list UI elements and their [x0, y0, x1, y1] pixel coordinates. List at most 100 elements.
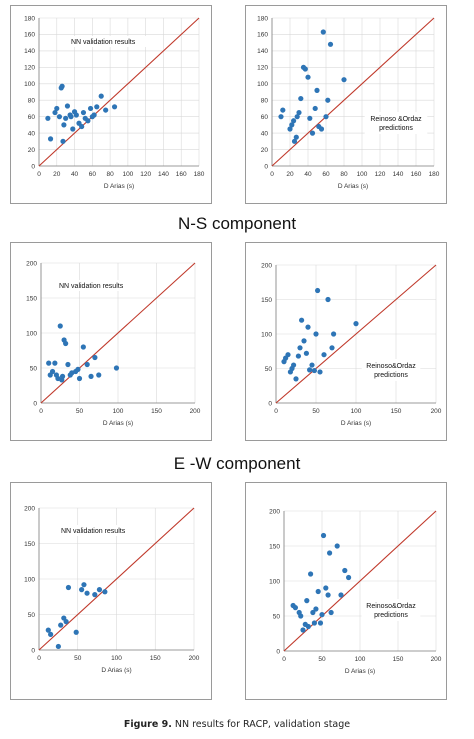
data-point — [289, 122, 295, 128]
data-point — [65, 361, 71, 368]
y-tick-label: 100 — [24, 81, 35, 88]
data-point — [92, 354, 98, 361]
y-tick-label: 0 — [33, 400, 37, 407]
x-axis-label: D Arias (s) — [104, 183, 134, 190]
data-point — [285, 352, 291, 358]
x-tick-label: 180 — [429, 171, 440, 178]
data-point — [73, 112, 79, 118]
y-tick-label: 20 — [28, 147, 36, 154]
data-point — [79, 587, 85, 593]
data-point — [63, 115, 69, 121]
annotation-box — [56, 280, 144, 291]
data-point — [317, 620, 324, 626]
data-point — [300, 627, 306, 633]
x-tick-label: 50 — [318, 656, 326, 663]
x-tick-label: 40 — [304, 171, 312, 178]
data-point — [313, 331, 319, 337]
annotation-text-line2: predictions — [374, 612, 408, 619]
data-point — [305, 74, 311, 80]
annotation-text-line1: Reinoso&Ordaz — [366, 603, 416, 610]
x-axis-label: D Arias (s) — [338, 183, 368, 190]
data-point — [103, 107, 109, 113]
data-point — [91, 112, 97, 118]
data-point — [325, 592, 331, 598]
x-tick-label: 60 — [322, 171, 330, 178]
data-point — [58, 622, 64, 628]
data-point — [111, 104, 118, 110]
data-point — [102, 589, 108, 595]
x-axis-label: D Arias (s) — [345, 668, 375, 675]
data-point — [331, 331, 337, 337]
data-point — [307, 115, 313, 121]
data-point — [45, 115, 51, 121]
data-point — [334, 543, 340, 549]
y-tick-label: 200 — [261, 262, 272, 269]
y-tick-label: 200 — [26, 260, 37, 267]
x-tick-label: 20 — [286, 171, 294, 178]
y-tick-label: 150 — [26, 295, 37, 302]
chart-third-reinoso: 0 50 100 150 200 0 50 100 150 200 D Arias (s) Reino… — [245, 482, 447, 700]
data-point — [319, 612, 325, 618]
x-tick-label: 200 — [190, 408, 201, 415]
data-point — [318, 126, 325, 132]
x-tick-label: 150 — [151, 408, 162, 415]
data-point — [79, 123, 85, 130]
data-point — [307, 367, 313, 373]
data-point — [88, 373, 94, 379]
x-axis-label: D Arias (s) — [103, 420, 133, 427]
x-tick-label: 0 — [274, 408, 278, 415]
data-point — [81, 582, 87, 588]
y-tick-label: 0 — [31, 163, 35, 170]
data-point — [320, 29, 326, 35]
data-point — [80, 109, 87, 116]
annotation-text-line1: Reinoso &Ordaz — [370, 116, 422, 123]
y-tick-label: 50 — [265, 366, 273, 373]
data-point — [327, 41, 334, 47]
chart-ns-reinoso-svg: 0 20 40 60 80 100 120 140 160 180 0 20 40 60 80 100 120 1… — [257, 15, 440, 190]
annotation-box — [364, 112, 428, 134]
annotation-text-line2: predictions — [379, 125, 413, 132]
figure-caption: Figure 9. NN results for RACP, validatio… — [0, 719, 474, 730]
data-point — [315, 287, 321, 294]
data-point — [298, 95, 304, 102]
y-tick-label: 60 — [28, 114, 36, 121]
chart-ns-reinoso: 0 20 40 60 80 100 120 140 160 180 0 20 40 60 80 100 120 1… — [245, 5, 447, 204]
x-tick-label: 60 — [89, 171, 97, 178]
y-tick-label: 40 — [28, 130, 36, 137]
x-tick-label: 100 — [355, 656, 366, 663]
data-point — [341, 77, 347, 83]
data-point — [308, 571, 314, 577]
data-point — [46, 360, 52, 366]
chart-ns-nn: 0 20 40 60 80 100 120 140 160 180 0 20 40 60 80 100 120 1… — [10, 5, 212, 204]
annotation-text: NN validation results — [61, 528, 126, 535]
y-tick-label: 100 — [26, 330, 37, 337]
data-point — [87, 105, 94, 112]
x-tick-label: 40 — [71, 171, 79, 178]
data-point — [64, 103, 71, 109]
y-tick-label: 200 — [269, 508, 280, 515]
data-point — [98, 93, 104, 99]
chart-ew-reinoso: 0 50 100 150 200 0 50 100 150 200 D Arias (s) Reino… — [245, 242, 447, 441]
annotation-box — [361, 599, 421, 621]
data-point — [48, 631, 54, 637]
data-point — [47, 136, 54, 142]
data-point — [70, 126, 76, 132]
data-point — [325, 97, 331, 103]
y-tick-label: 160 — [257, 32, 268, 39]
identity-line — [38, 17, 200, 167]
data-point — [321, 352, 327, 358]
y-tick-label: 140 — [24, 48, 35, 55]
annotation-text: NN validation results — [71, 39, 136, 46]
section-label-ns: N-S component — [177, 214, 297, 233]
data-point — [52, 109, 58, 116]
data-point — [73, 629, 79, 635]
x-tick-label: 0 — [282, 656, 286, 663]
data-point — [311, 367, 317, 374]
section-label-ew: E -W component — [173, 454, 301, 473]
data-point — [314, 87, 320, 93]
data-point — [304, 598, 310, 604]
data-point — [61, 122, 67, 128]
data-point — [309, 130, 316, 136]
x-tick-label: 80 — [340, 171, 348, 178]
x-tick-label: 150 — [393, 656, 404, 663]
